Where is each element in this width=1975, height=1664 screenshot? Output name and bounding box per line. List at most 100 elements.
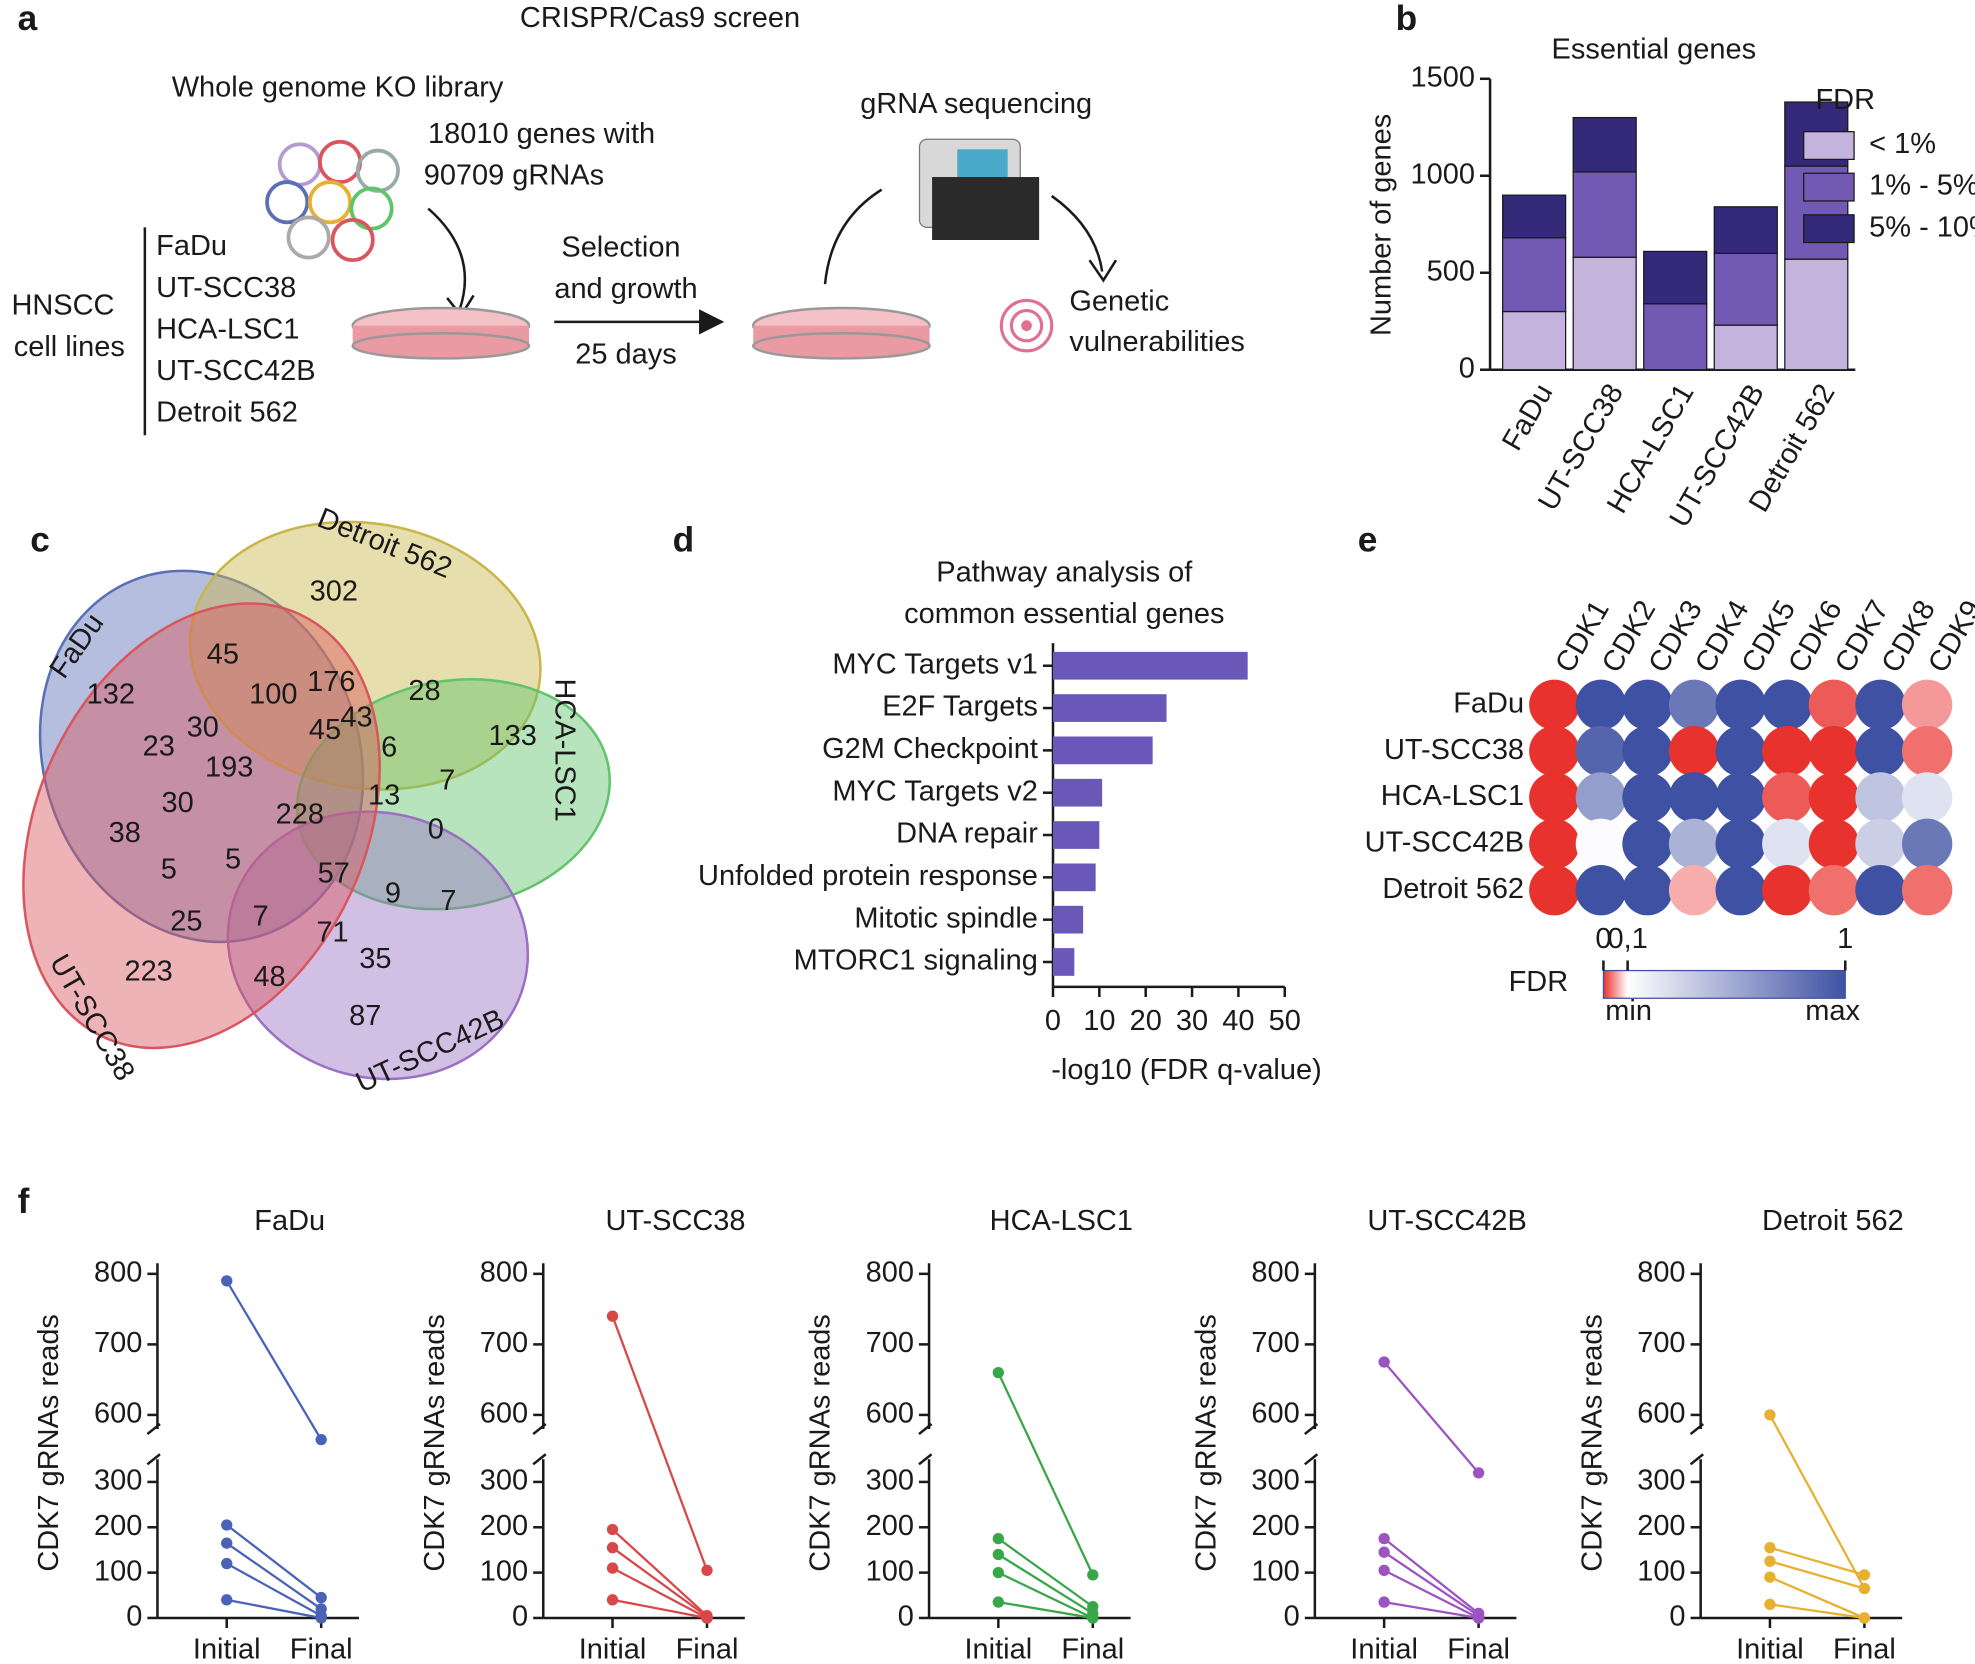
- x-tick-label: Final: [1447, 1633, 1510, 1664]
- series-line: [1383, 1569, 1480, 1619]
- y-tick-label: Mitotic spindle: [854, 902, 1038, 934]
- data-point: [1378, 1356, 1390, 1368]
- venn-count: 193: [205, 752, 253, 784]
- series-line: [226, 1598, 322, 1620]
- venn-count: 0: [428, 813, 444, 845]
- colorbar-tick-label: 0: [1595, 923, 1611, 955]
- y-tick-label: 700: [1637, 1327, 1685, 1359]
- data-point: [606, 1594, 619, 1606]
- data-point: [315, 1612, 327, 1624]
- y-tick-label: G2M Checkpoint: [822, 733, 1038, 765]
- data-point: [606, 1542, 619, 1554]
- chart-title: HCA-LSC1: [990, 1205, 1133, 1237]
- y-tick-label: MYC Targets v2: [832, 775, 1038, 807]
- venn-count: 302: [310, 575, 358, 607]
- sequencing-label: gRNA sequencing: [860, 88, 1092, 120]
- venn-count: 9: [385, 878, 401, 910]
- heat-dot: [1762, 772, 1813, 823]
- bar: [1052, 948, 1075, 976]
- heat-dot: [1762, 818, 1813, 870]
- panel-letter: e: [1358, 521, 1378, 560]
- chart-title: UT-SCC42B: [1367, 1205, 1526, 1237]
- venn-set: [226, 810, 530, 1081]
- result-label: vulnerabilities: [1069, 326, 1245, 358]
- x-tick-label: Initial: [1736, 1633, 1804, 1664]
- data-point: [315, 1591, 327, 1604]
- venn-count: 100: [249, 679, 297, 711]
- series-line: [225, 1280, 323, 1441]
- heat-dot: [1529, 818, 1580, 870]
- bar-segment: [1502, 310, 1567, 371]
- y-tick-label: 800: [1637, 1257, 1685, 1289]
- heat-dot: [1715, 818, 1766, 870]
- venn-count: 132: [87, 679, 135, 711]
- series-line: [1383, 1537, 1480, 1615]
- arrow: [823, 188, 883, 285]
- data-point: [1764, 1409, 1776, 1421]
- series-line: [1768, 1414, 1866, 1590]
- heat-dot: [1715, 865, 1766, 916]
- legend-swatch: [1803, 214, 1855, 244]
- y-tick-label: 300: [480, 1465, 528, 1497]
- series-line: [997, 1372, 1094, 1576]
- heat-dot: [1668, 725, 1720, 777]
- schematic-title: CRISPR/Cas9 screen: [520, 2, 800, 34]
- data-point: [1764, 1571, 1776, 1583]
- y-tick-label: 200: [480, 1510, 528, 1542]
- venn-count: 30: [161, 787, 193, 819]
- heat-dot: [1575, 772, 1627, 823]
- y-tick-label: 700: [1251, 1327, 1299, 1359]
- data-point: [1378, 1564, 1390, 1577]
- legend-label: < 1%: [1869, 128, 1936, 160]
- panel-letter: d: [673, 521, 695, 560]
- data-point: [606, 1562, 619, 1574]
- data-point: [1472, 1612, 1485, 1624]
- venn-count: 5: [225, 844, 241, 876]
- venn-count: 7: [253, 900, 269, 932]
- bar: [1052, 863, 1096, 892]
- chart-title: FaDu: [254, 1205, 325, 1237]
- bar-segment: [1713, 206, 1778, 254]
- axis-break: [918, 1423, 933, 1436]
- venn-count: 223: [124, 956, 172, 988]
- heat-dot: [1762, 865, 1813, 916]
- venn-set: [38, 569, 365, 944]
- y-tick-label: 300: [866, 1465, 914, 1497]
- bar: [1052, 778, 1103, 807]
- heat-dot: [1762, 725, 1813, 777]
- dish-icon: [351, 306, 531, 360]
- series-line: [1769, 1546, 1865, 1576]
- venn-count: 13: [368, 779, 400, 811]
- y-tick-label: 600: [1251, 1398, 1299, 1430]
- heat-dot: [1901, 679, 1953, 730]
- series-line: [226, 1524, 322, 1599]
- venn-count: 45: [309, 714, 341, 746]
- bar-segment: [1502, 194, 1567, 239]
- venn-count: 87: [349, 1000, 381, 1032]
- chart-title: UT-SCC38: [605, 1205, 745, 1237]
- y-tick-label: Unfolded protein response: [698, 860, 1038, 892]
- y-tick-label: MTORC1 signaling: [794, 945, 1038, 977]
- y-tick-label: 800: [94, 1257, 142, 1289]
- cell-line: FaDu: [156, 230, 227, 262]
- result-label: Genetic: [1069, 286, 1169, 318]
- y-tick-label: 600: [866, 1398, 914, 1430]
- target-icon: [999, 298, 1054, 353]
- y-tick-label: 0: [512, 1601, 528, 1633]
- heat-dot: [1622, 725, 1673, 777]
- step-label: and growth: [554, 273, 697, 305]
- x-tick-label: Initial: [1350, 1633, 1418, 1664]
- y-tick-label: 500: [1427, 255, 1475, 287]
- bar: [1052, 905, 1084, 934]
- series-line: [611, 1567, 708, 1619]
- y-tick-label: 600: [94, 1398, 142, 1430]
- data-point: [1378, 1532, 1390, 1545]
- y-tick-label: 0: [1284, 1601, 1300, 1633]
- series-line: [611, 1528, 708, 1617]
- x-tick-label: Final: [1061, 1633, 1124, 1664]
- venn-count: 35: [359, 943, 391, 975]
- heat-dot: [1668, 772, 1720, 823]
- axis-break: [1303, 1423, 1319, 1436]
- axis-break: [146, 1453, 161, 1466]
